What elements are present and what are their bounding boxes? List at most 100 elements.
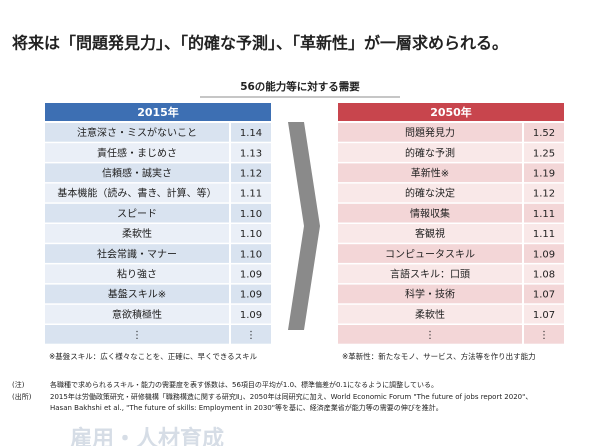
row-value-bg [231, 304, 271, 324]
row-value-bg [524, 284, 564, 304]
row-value: 1.11 [533, 209, 555, 220]
row-value: 1.09 [533, 249, 555, 260]
row-label: 基本機能（読み、書き、計算、等） [57, 187, 216, 200]
row-label-bg [45, 183, 229, 203]
footnote-label: (注) [12, 380, 25, 389]
arrow [288, 122, 320, 330]
row-label: ⋮ [132, 330, 142, 341]
row-label-bg [338, 325, 522, 344]
row-value-bg [231, 284, 271, 304]
row-value: 1.08 [533, 270, 555, 281]
row-value: 1.10 [240, 209, 262, 220]
row-label-bg [45, 224, 229, 243]
row-label-bg [338, 224, 522, 243]
row-value-bg [231, 143, 271, 162]
row-value: 1.09 [240, 310, 262, 321]
row-label: 意欲積極性 [112, 308, 162, 321]
table-header [45, 103, 271, 121]
row-label-bg [338, 284, 522, 304]
footnote: 2015年は労働政策研究・研修機構「職務構造に関する研究Ⅱ」、2050年は同研究… [50, 392, 532, 401]
row-label-bg [45, 123, 229, 142]
footnote: 各職種で求められるスキル・能力の需要度を表す係数は、56項目の平均が1.0、標準… [50, 380, 438, 389]
row-value-bg [524, 224, 564, 243]
row-label: 注意深さ・ミスがないこと [77, 126, 197, 139]
table-header-text: 2015年 [137, 105, 179, 119]
table-note: ※革新性：新たなモノ、サービス、方法等を作り出す能力 [342, 351, 536, 361]
row-label: 革新性※ [411, 167, 449, 180]
row-value: 1.11 [240, 189, 262, 200]
row-label: 的確な決定 [405, 187, 455, 200]
row-label-bg [338, 163, 522, 183]
subtitle: 56の能力等に対する需要 [240, 80, 360, 93]
row-label: 社会常識・マナー [97, 247, 177, 260]
row-label-bg [338, 203, 522, 223]
row-label: 柔軟性 [122, 227, 152, 240]
row-value: 1.10 [240, 249, 262, 260]
row-label: 信頼感・誠実さ [102, 167, 172, 180]
row-label: コンピュータスキル [385, 248, 475, 260]
row-value: ⋮ [539, 330, 549, 341]
row-label-bg [45, 244, 229, 263]
row-value: 1.11 [533, 229, 555, 240]
watermark: 雇用・人材育成 [70, 426, 224, 446]
footnote: Hasan Bakhshi et al., "The future of ski… [50, 403, 443, 412]
row-label-bg [45, 264, 229, 284]
row-value-bg [231, 123, 271, 142]
row-value-bg [524, 183, 564, 203]
row-value: 1.09 [240, 290, 262, 301]
row-value-bg [231, 224, 271, 243]
row-label: 言語スキル：口頭 [390, 268, 470, 281]
row-label-bg [338, 183, 522, 203]
row-value-bg [524, 304, 564, 324]
row-value-bg [231, 244, 271, 263]
row-label-bg [338, 244, 522, 263]
row-value-bg [524, 264, 564, 284]
row-value-bg [524, 143, 564, 162]
row-value: 1.07 [533, 310, 555, 321]
row-label-bg [338, 143, 522, 162]
row-value: 1.07 [533, 290, 555, 301]
row-label-bg [45, 304, 229, 324]
row-label-bg [45, 325, 229, 344]
row-value: 1.52 [533, 128, 555, 139]
row-label: 責任感・まじめさ [97, 146, 177, 159]
row-value-bg [231, 203, 271, 223]
row-value: 1.13 [240, 148, 262, 159]
row-label: 問題発見力 [405, 126, 455, 139]
table-header [338, 103, 564, 121]
row-label-bg [45, 284, 229, 304]
row-value: 1.12 [533, 189, 555, 200]
row-value: 1.09 [240, 270, 262, 281]
row-value-bg [524, 244, 564, 263]
row-value: 1.25 [533, 148, 555, 159]
row-label-bg [45, 203, 229, 223]
row-value: 1.12 [240, 169, 262, 180]
row-label-bg [45, 143, 229, 162]
row-value: 1.10 [240, 229, 262, 240]
row-label: 的確な予測 [405, 146, 455, 159]
row-label: 客観視 [415, 227, 445, 240]
table-header-text: 2050年 [430, 105, 472, 119]
row-value-bg [524, 163, 564, 183]
row-value-bg [524, 203, 564, 223]
row-label-bg [338, 304, 522, 324]
row-label-bg [338, 264, 522, 284]
row-value: 1.14 [240, 128, 262, 139]
row-label: 科学・技術 [405, 288, 455, 301]
row-label: スピード [117, 208, 157, 220]
footnote-label: (出所) [12, 392, 32, 401]
row-label-bg [45, 163, 229, 183]
row-value-bg [231, 183, 271, 203]
table-note: ※基盤スキル：広く様々なことを、正確に、早くできるスキル [49, 351, 258, 361]
row-label-bg [338, 123, 522, 142]
row-label: 基盤スキル※ [108, 288, 166, 301]
row-label: 情報収集 [410, 207, 450, 220]
row-value-bg [231, 163, 271, 183]
row-value-bg [231, 325, 271, 344]
row-value: ⋮ [246, 330, 256, 341]
headline: 将来は「問題発見力」、「的確な予測」、「革新性」が一層求められる。 [12, 34, 508, 53]
row-label: ⋮ [425, 330, 435, 341]
row-label: 粘り強さ [117, 268, 157, 281]
row-value-bg [524, 123, 564, 142]
